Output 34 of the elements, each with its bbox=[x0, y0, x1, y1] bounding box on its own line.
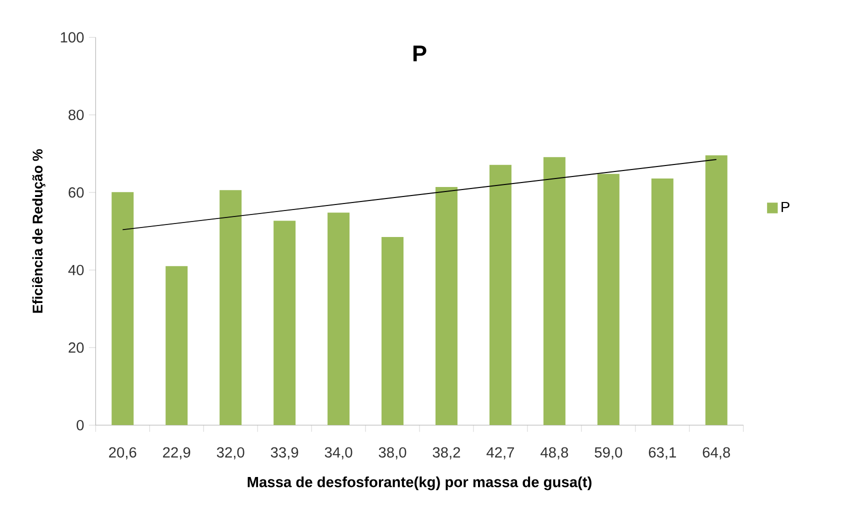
x-tick-label: 38,0 bbox=[378, 447, 406, 460]
bar bbox=[220, 190, 242, 426]
y-tick-label: 80 bbox=[68, 110, 84, 120]
x-axis-title: Massa de desfosforante(kg) por massa de gusa(t) bbox=[248, 476, 592, 490]
bar bbox=[112, 192, 134, 426]
chart-title: P bbox=[413, 46, 426, 62]
x-tick-label: 33,9 bbox=[270, 447, 298, 460]
y-tick-label: 0 bbox=[76, 420, 84, 430]
y-tick-label: 40 bbox=[68, 264, 84, 276]
x-tick-label: 63,1 bbox=[648, 447, 676, 460]
x-tick-label: 22,9 bbox=[163, 447, 190, 460]
bar bbox=[382, 237, 404, 426]
bar bbox=[274, 220, 296, 426]
bar bbox=[705, 155, 728, 426]
bar bbox=[597, 174, 620, 426]
x-tick-label: 20,6 bbox=[109, 447, 136, 460]
x-tick-label: 34,0 bbox=[324, 447, 352, 460]
bar bbox=[543, 157, 566, 426]
bar bbox=[166, 266, 188, 426]
bar bbox=[489, 165, 512, 426]
bar bbox=[651, 178, 674, 426]
x-tick-label: 32,0 bbox=[216, 447, 244, 460]
x-tick-label: 38,2 bbox=[432, 447, 460, 460]
x-tick-label: 42,7 bbox=[486, 447, 514, 460]
x-tick-label: 48,8 bbox=[540, 447, 568, 460]
legend-label: P bbox=[782, 202, 790, 212]
bar bbox=[328, 212, 350, 426]
bar bbox=[436, 187, 458, 426]
y-tick-label: 20 bbox=[68, 342, 84, 353]
y-tick-label: 100 bbox=[60, 32, 84, 43]
x-tick-label: 64,8 bbox=[702, 447, 730, 460]
y-tick-label: 60 bbox=[68, 187, 84, 198]
y-axis-title: Eficiência de Redução % bbox=[32, 149, 46, 313]
x-tick-label: 59,0 bbox=[594, 447, 622, 460]
